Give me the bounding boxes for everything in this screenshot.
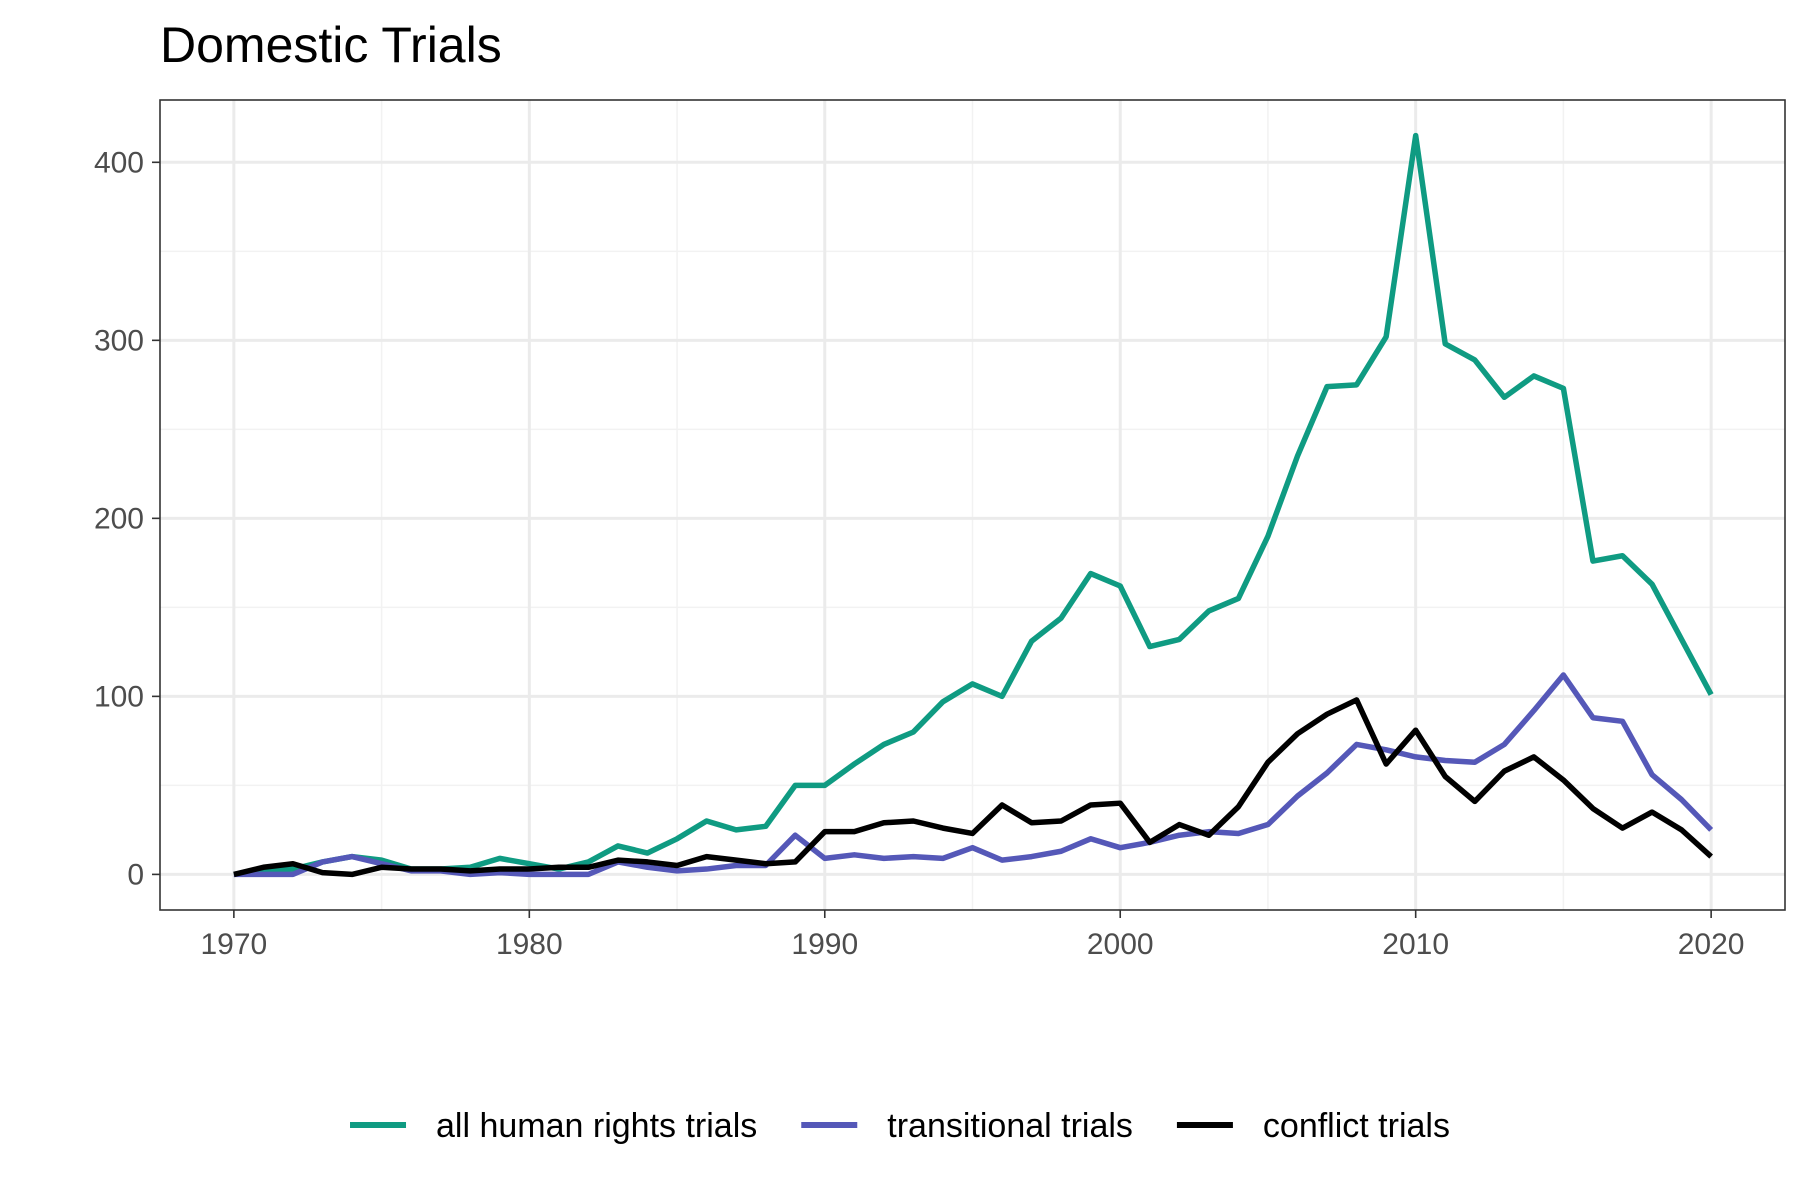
series-line-3: [233, 697, 1713, 878]
legend-label: conflict trials: [1263, 1107, 1450, 1145]
series-lines: [233, 132, 1714, 878]
y-tick-label: 400: [94, 146, 144, 179]
y-tick-label: 200: [94, 502, 144, 535]
x-tick-label: 1970: [200, 928, 267, 961]
y-tick-label: 100: [94, 680, 144, 713]
x-tick-label: 1980: [496, 928, 563, 961]
x-tick-label: 1990: [791, 928, 858, 961]
y-tick-label: 0: [127, 858, 144, 891]
x-tick-label: 2000: [1087, 928, 1154, 961]
chart-title: Domestic Trials: [160, 17, 502, 73]
legend-item-1: all human rights trials: [350, 1107, 757, 1145]
legend-label: all human rights trials: [436, 1107, 757, 1145]
x-tick-label: 2020: [1678, 928, 1745, 961]
x-tick-label: 2010: [1382, 928, 1449, 961]
legend-label: transitional trials: [887, 1107, 1133, 1145]
legend-item-3: conflict trials: [1176, 1107, 1450, 1145]
y-tick-label: 300: [94, 324, 144, 357]
legend-item-2: transitional trials: [801, 1107, 1133, 1145]
series-line-1: [233, 132, 1714, 878]
series-line-2: [233, 672, 1714, 878]
axes: 1970 1980 1990 2000 2010 2020 0 100 200 300 400: [94, 146, 1745, 961]
grid: [160, 100, 1785, 910]
plot-border: [159, 99, 1786, 911]
legend: all human rights trials transitional tria…: [350, 1107, 1450, 1145]
